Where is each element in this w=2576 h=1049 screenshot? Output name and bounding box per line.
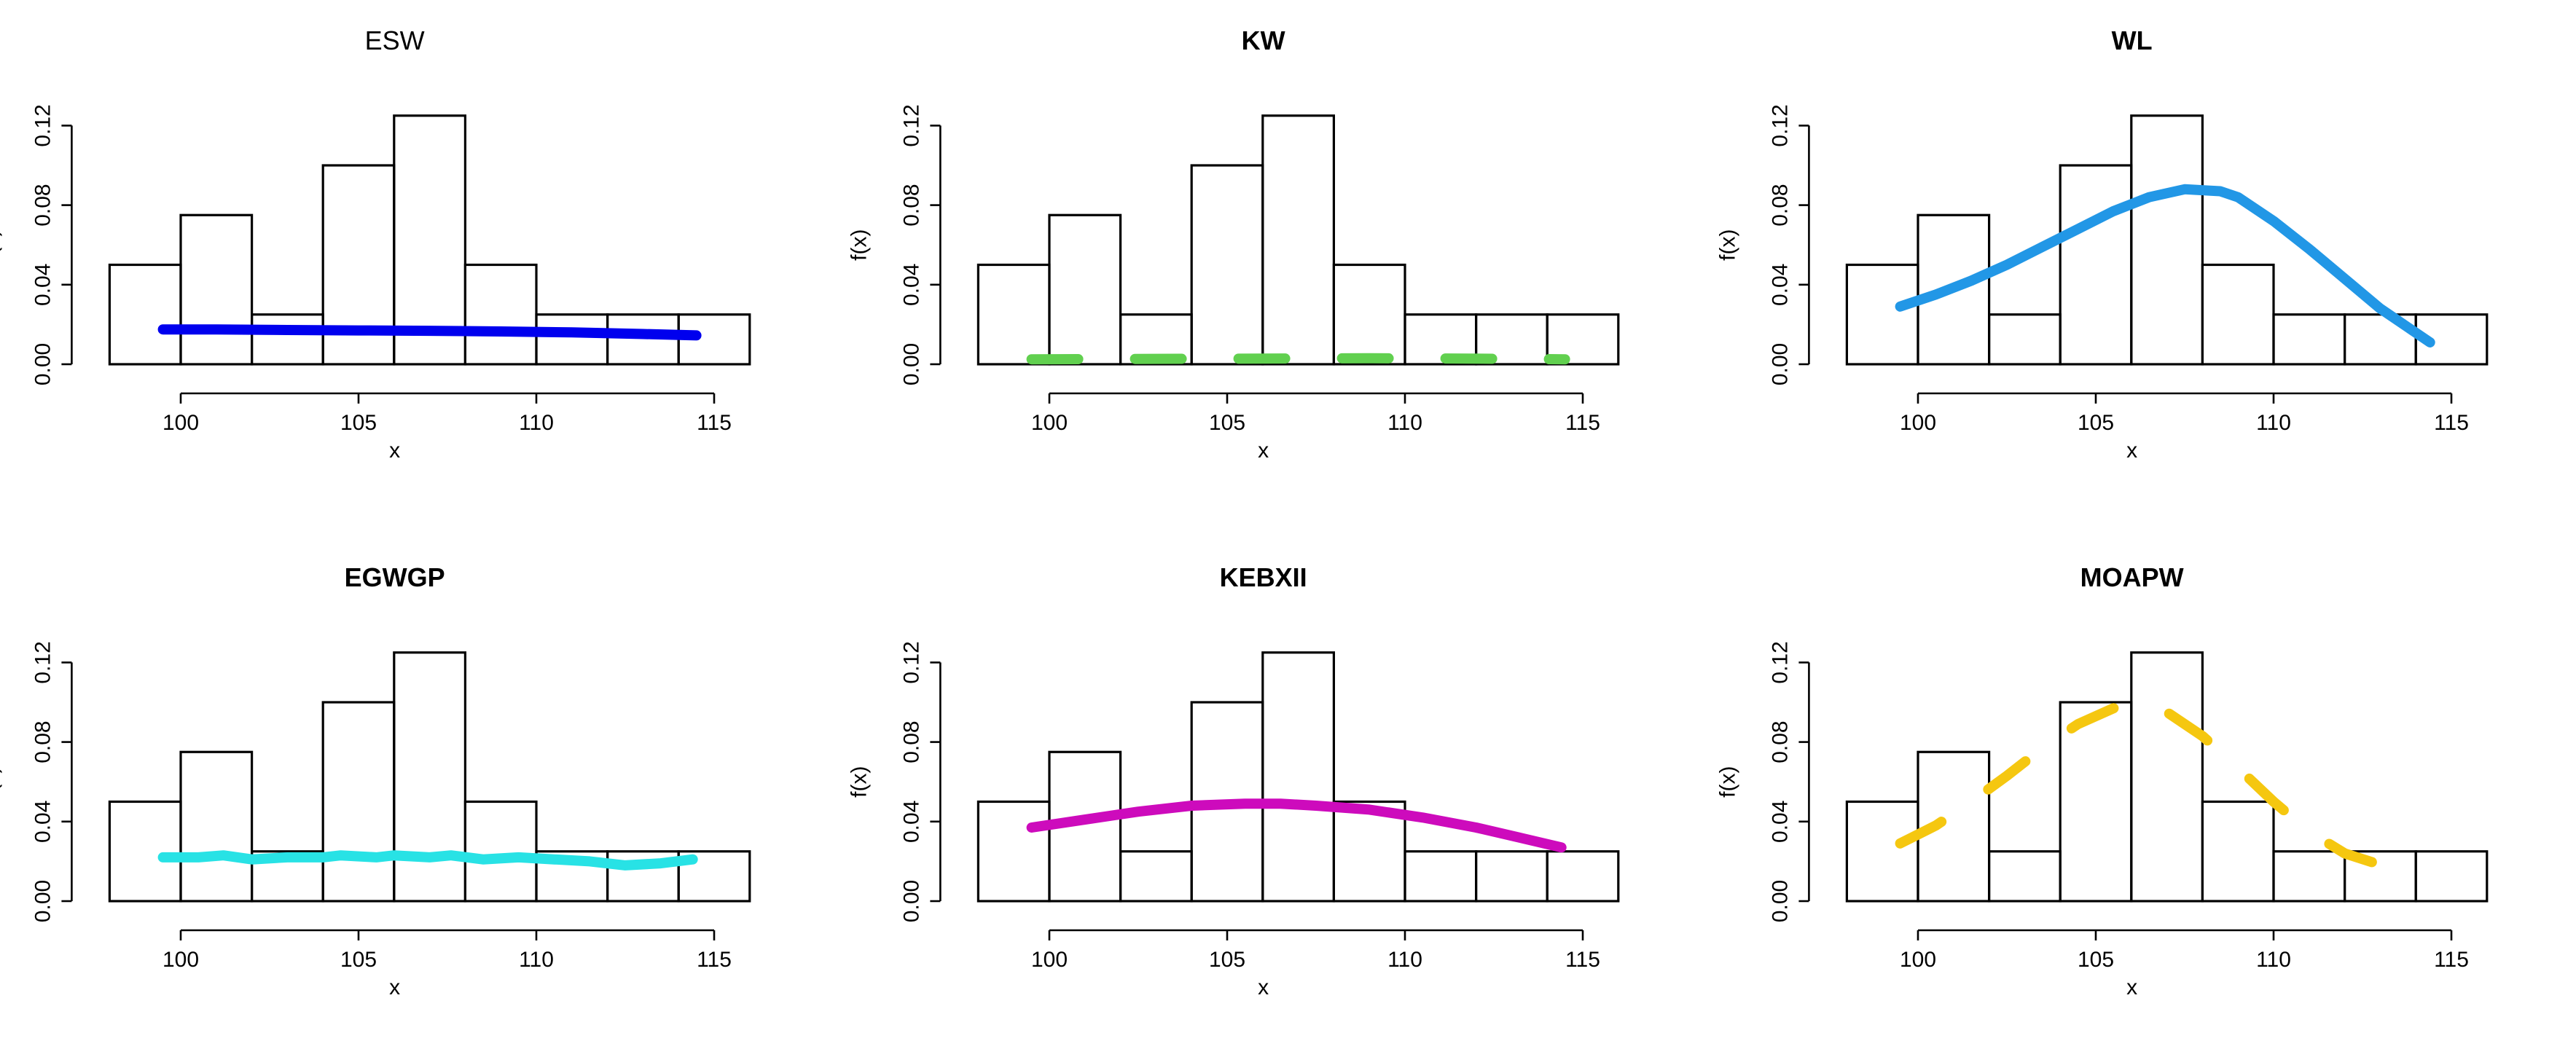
histogram-bar-5 xyxy=(1261,651,1336,903)
panel-kw: 0.00 0.04 0.08 0.12 100 105 110 115 x f(x) KW xyxy=(847,25,1620,463)
y-axis-label: f(x) xyxy=(1715,229,1739,261)
density-curve xyxy=(1026,798,1567,853)
panel-moapw: 0.00 0.04 0.08 0.12 100 105 110 115 x f(x) MOAPW xyxy=(1715,562,2489,999)
y-tick-label: 0.12 xyxy=(1768,641,1792,683)
y-tick-label: 0.08 xyxy=(1768,184,1792,226)
histogram-bar-2 xyxy=(1917,213,1991,366)
x-tick-label: 110 xyxy=(1387,411,1422,435)
x-axis-label: x xyxy=(2126,975,2137,999)
panel-egwgp: 0.00 0.04 0.08 0.12 100 105 110 115 x f(x) EGWGP xyxy=(0,562,751,999)
y-tick-label: 0.00 xyxy=(899,343,923,385)
y-tick-label: 0.04 xyxy=(899,801,923,843)
x-axis-label: x xyxy=(389,975,400,999)
y-tick-label: 0.04 xyxy=(1768,801,1792,843)
x-tick-label: 110 xyxy=(1387,948,1422,972)
x-tick-label: 105 xyxy=(1209,948,1245,972)
x-tick-label: 100 xyxy=(163,948,199,972)
y-tick-label: 0.00 xyxy=(1768,880,1792,922)
x-axis-label: x xyxy=(1258,439,1269,463)
x-tick-label: 100 xyxy=(1900,411,1936,435)
panel-wl: 0.00 0.04 0.08 0.12 100 105 110 115 x f(x) WL xyxy=(1715,25,2489,463)
chart-title: KEBXII xyxy=(1220,562,1307,592)
y-tick-label: 0.08 xyxy=(899,720,923,763)
y-tick-label: 0.12 xyxy=(1768,104,1792,146)
x-tick-label: 100 xyxy=(163,411,199,435)
y-axis-label: f(x) xyxy=(1715,766,1739,798)
y-axis-label: f(x) xyxy=(0,229,2,261)
chart-title: KW xyxy=(1242,25,1285,55)
x-tick-label: 110 xyxy=(519,948,554,972)
histogram-bar-5 xyxy=(2130,651,2204,903)
histogram-bar-5 xyxy=(393,114,466,366)
chart-title: MOAPW xyxy=(2080,562,2184,592)
y-axis-label: f(x) xyxy=(0,766,2,798)
y-tick-label: 0.04 xyxy=(31,264,55,306)
y-tick-label: 0.08 xyxy=(31,720,55,763)
x-tick-label: 115 xyxy=(2434,948,2469,972)
x-tick-label: 115 xyxy=(1565,411,1600,435)
density-curve xyxy=(157,324,702,341)
x-tick-label: 100 xyxy=(1031,948,1068,972)
x-tick-label: 110 xyxy=(2256,948,2291,972)
x-tick-label: 115 xyxy=(697,948,732,972)
y-tick-label: 0.00 xyxy=(31,343,55,385)
x-tick-label: 115 xyxy=(1565,948,1600,972)
x-tick-label: 105 xyxy=(1209,411,1245,435)
histogram-bar-2 xyxy=(1917,750,1991,903)
x-tick-label: 110 xyxy=(2256,411,2291,435)
density-curve xyxy=(1895,184,2435,347)
histogram-bar-2 xyxy=(179,750,254,903)
y-tick-label: 0.04 xyxy=(899,264,923,306)
histogram-bar-5 xyxy=(1261,114,1336,366)
histogram-bar-5 xyxy=(2130,114,2204,366)
y-tick-label: 0.00 xyxy=(31,880,55,922)
x-axis-label: x xyxy=(2126,439,2137,463)
x-tick-label: 105 xyxy=(340,948,377,972)
chart-title: ESW xyxy=(365,25,425,55)
y-tick-label: 0.12 xyxy=(31,641,55,683)
x-tick-label: 115 xyxy=(2434,411,2469,435)
y-tick-label: 0.00 xyxy=(1768,343,1792,385)
x-axis-label: x xyxy=(1258,975,1269,999)
y-tick-label: 0.04 xyxy=(31,801,55,843)
y-tick-label: 0.08 xyxy=(1768,720,1792,763)
x-tick-label: 105 xyxy=(340,411,377,435)
chart-title: WL xyxy=(2112,25,2153,55)
histogram-bar-9 xyxy=(1546,313,1620,366)
x-tick-label: 100 xyxy=(1900,948,1936,972)
x-tick-label: 100 xyxy=(1031,411,1068,435)
histogram-bar-9 xyxy=(1546,850,1620,903)
histogram-bar-2 xyxy=(179,213,254,366)
y-tick-label: 0.12 xyxy=(899,641,923,683)
y-tick-label: 0.08 xyxy=(899,184,923,226)
panel-esw: 0.00 0.04 0.08 0.12 100 105 110 115 x f(x) ESW xyxy=(0,25,751,463)
x-tick-label: 105 xyxy=(2078,411,2114,435)
y-tick-label: 0.00 xyxy=(899,880,923,922)
y-tick-label: 0.04 xyxy=(1768,264,1792,306)
histogram-bar-5 xyxy=(393,651,466,903)
density-curve xyxy=(1026,353,1570,365)
chart-title: EGWGP xyxy=(345,562,445,592)
y-tick-label: 0.12 xyxy=(31,104,55,146)
histogram-bar-9 xyxy=(2414,313,2489,366)
y-axis-label: f(x) xyxy=(847,229,871,261)
x-axis-label: x xyxy=(389,439,400,463)
x-tick-label: 110 xyxy=(519,411,554,435)
density-curve xyxy=(157,850,698,871)
y-tick-label: 0.08 xyxy=(31,184,55,226)
y-axis-label: f(x) xyxy=(847,766,871,798)
x-tick-label: 105 xyxy=(2078,948,2114,972)
histogram-bar-2 xyxy=(1048,213,1122,366)
y-tick-label: 0.12 xyxy=(899,104,923,146)
panel-kebxii: 0.00 0.04 0.08 0.12 100 105 110 115 x f(x) KEBXII xyxy=(847,562,1620,999)
histogram-bar-9 xyxy=(677,850,751,903)
histogram-bar-9 xyxy=(2414,850,2489,903)
x-tick-label: 115 xyxy=(697,411,732,435)
